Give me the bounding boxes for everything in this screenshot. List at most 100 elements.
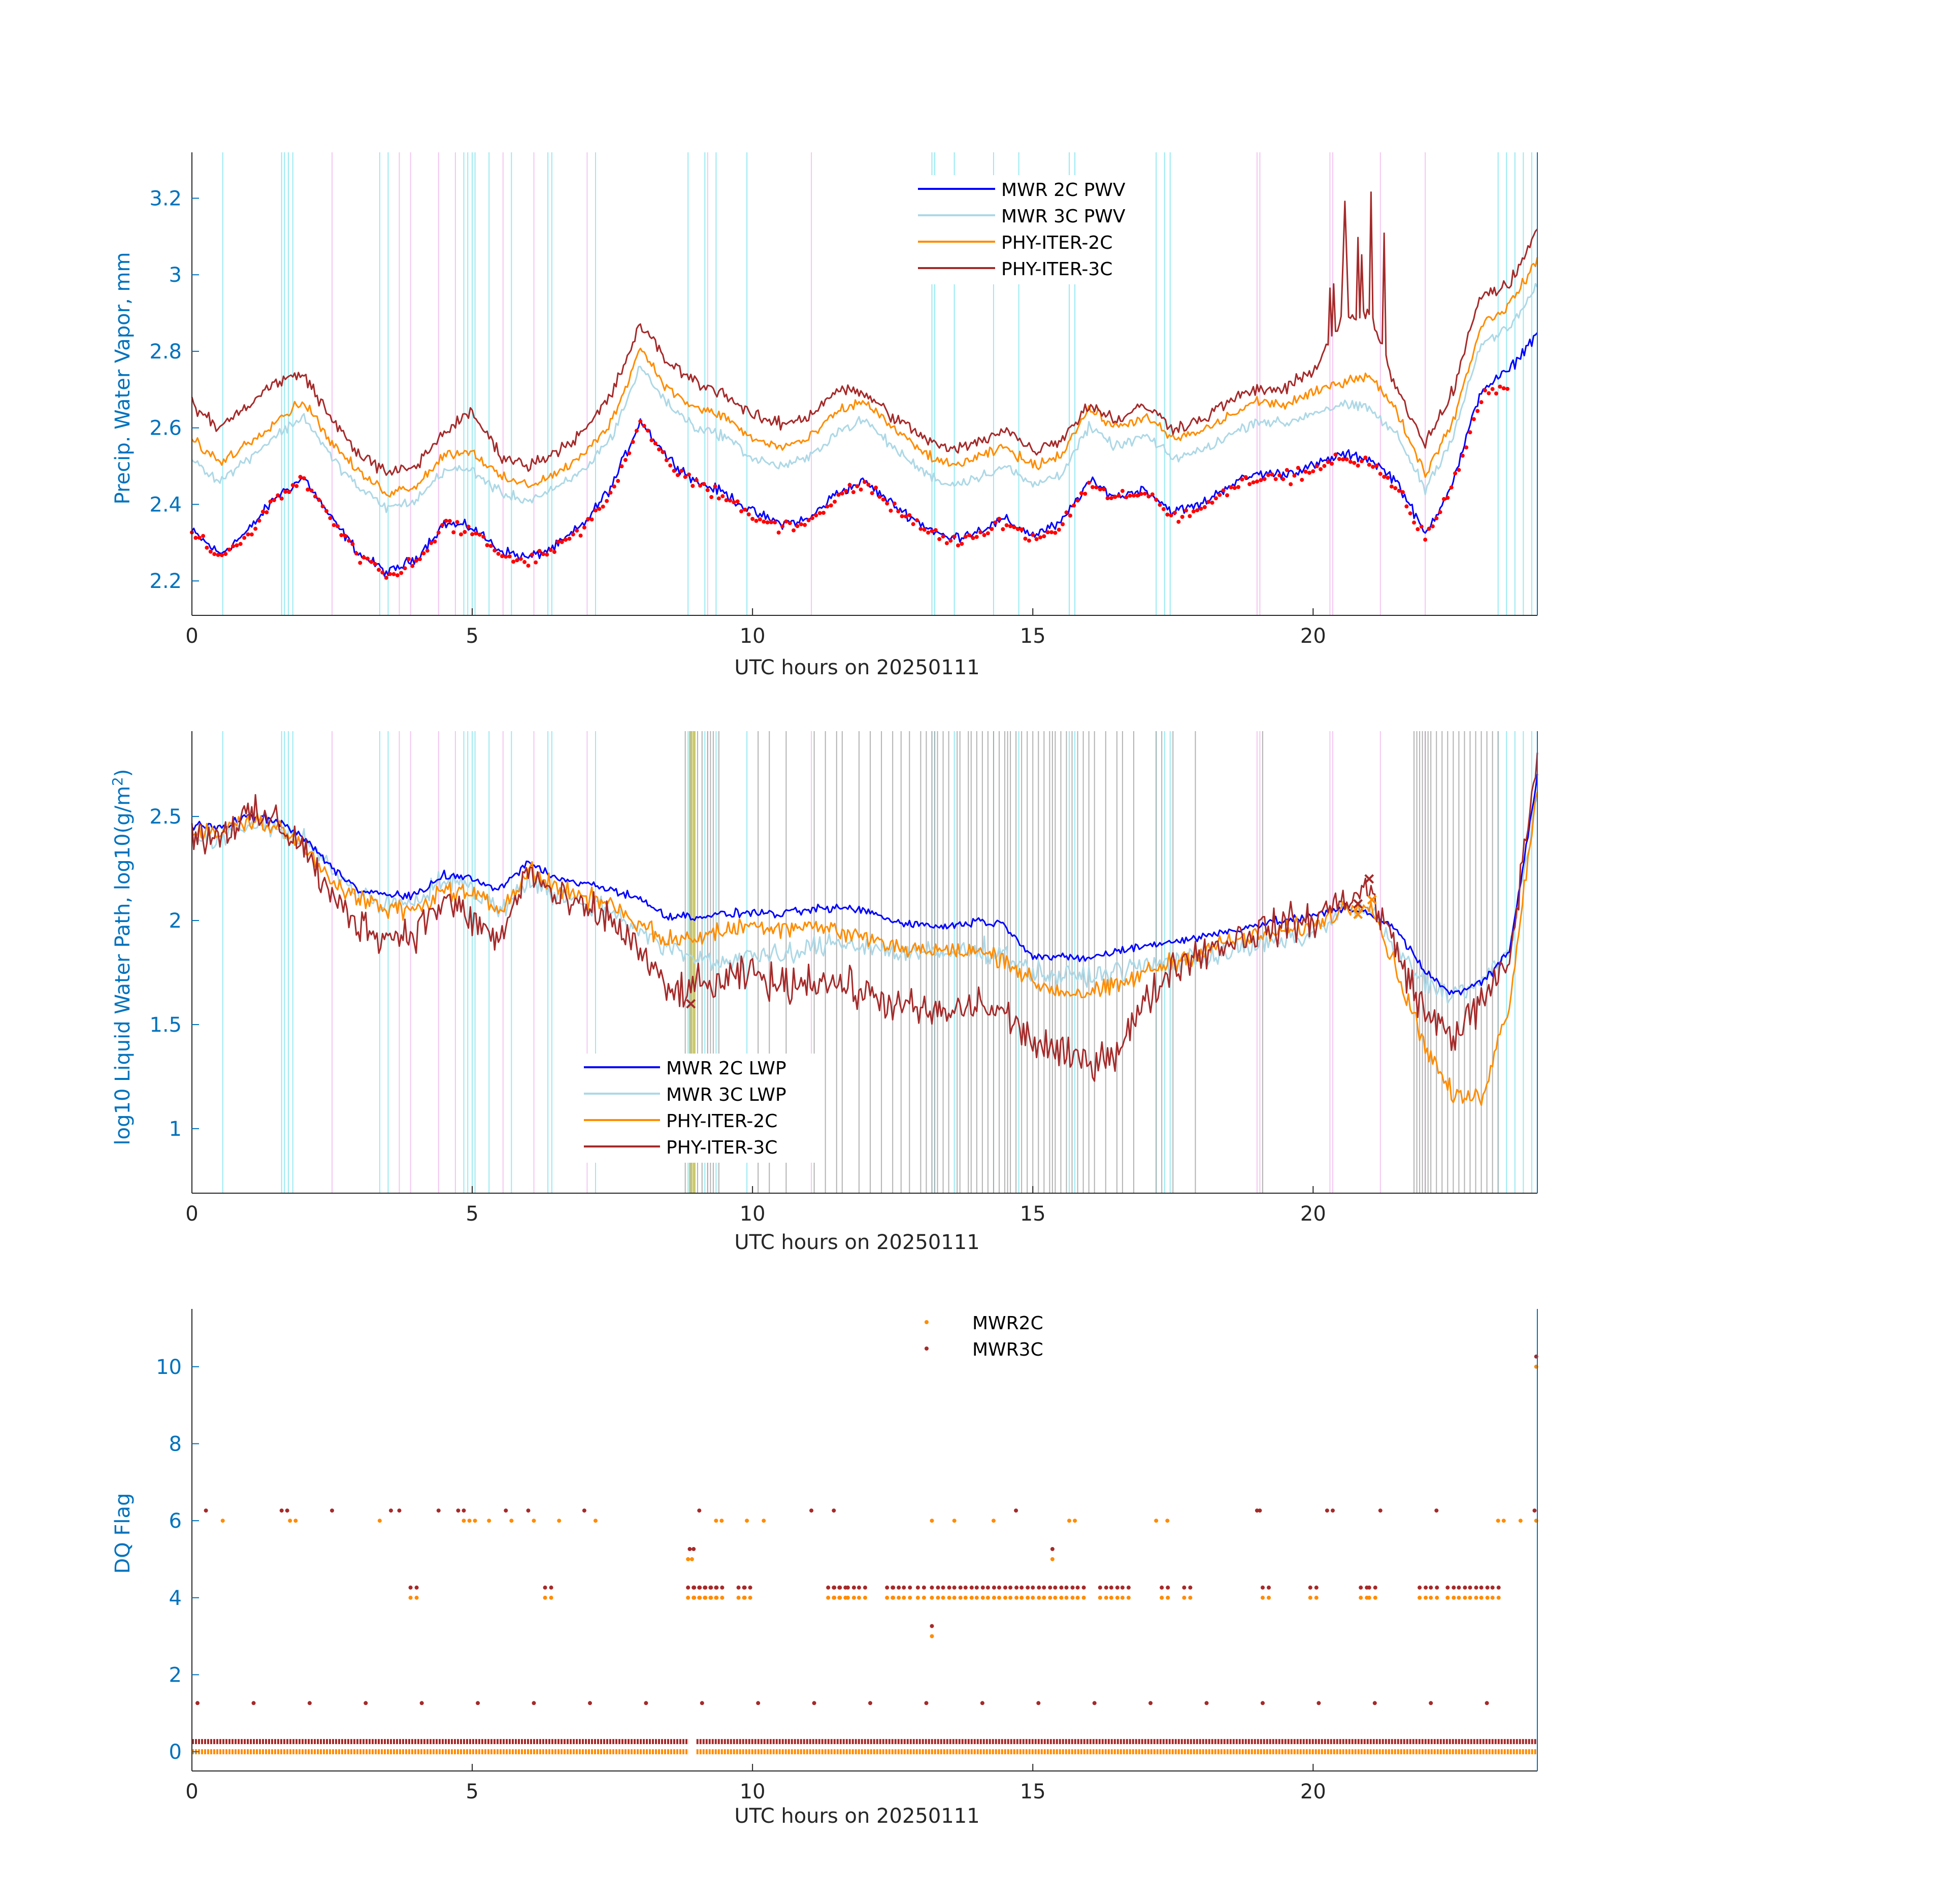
- dq-point-flag1: [644, 1701, 648, 1705]
- pwv-dot: [1487, 391, 1491, 396]
- pwv-dot: [1453, 471, 1458, 476]
- dq-point-flag4: [851, 1585, 856, 1590]
- pwv-dot: [754, 518, 759, 523]
- pwv-dot: [1124, 495, 1129, 500]
- dq-point-flag5: [686, 1557, 690, 1561]
- pwv-dot: [1442, 497, 1446, 501]
- pwv-dot: [459, 532, 463, 537]
- pwv-dot: [1356, 464, 1360, 468]
- pwv-dot: [829, 503, 833, 508]
- pwv-dot: [649, 438, 654, 443]
- dq-point-flag4: [1042, 1585, 1046, 1590]
- dq-point-flag6: [220, 1519, 225, 1523]
- dq-point-flag4: [908, 1595, 912, 1600]
- pwv-dot: [223, 552, 228, 556]
- pwv-dot: [1079, 491, 1083, 496]
- dq-point-flag4: [1373, 1585, 1377, 1590]
- dq-point-flag6: [330, 1508, 334, 1513]
- pwv-dot: [1158, 503, 1162, 507]
- dq-point-flag6: [930, 1519, 934, 1523]
- pwv-legend-label-mwr3c: MWR 3C PWV: [1001, 206, 1126, 227]
- dq-point-flag1: [1429, 1701, 1433, 1705]
- pwv-dot: [1232, 486, 1237, 490]
- x-markers: [686, 874, 1377, 1009]
- pwv-dot: [597, 507, 602, 511]
- x-tick-label: 15: [1020, 1780, 1046, 1803]
- dq-point-flag4: [1059, 1585, 1064, 1590]
- dq-point-flag4: [908, 1585, 912, 1590]
- y-tick-label: 3.2: [149, 187, 182, 210]
- dq-point-flag4: [891, 1585, 895, 1590]
- dq-point-flag4: [1053, 1585, 1058, 1590]
- dq-point-flag6: [532, 1519, 536, 1523]
- pwv-dot: [410, 564, 415, 568]
- dq-point-flag1: [1261, 1701, 1265, 1705]
- pwv-dot: [1027, 538, 1031, 543]
- dq-point-flag4: [980, 1585, 985, 1590]
- dq-point-flag4: [1059, 1595, 1064, 1600]
- pwv-dot: [1120, 488, 1125, 493]
- pwv-dot: [1427, 527, 1431, 531]
- pwv-dot: [631, 440, 635, 444]
- pwv-dot: [552, 550, 556, 554]
- y-tick-label: 2.5: [149, 805, 182, 829]
- x-tick-label: 0: [185, 1780, 198, 1803]
- dq-point-flag6: [714, 1519, 718, 1523]
- pwv-dot: [833, 500, 837, 504]
- lwp-xlabel: UTC hours on 20250111: [734, 1231, 979, 1254]
- dq-point-flag6: [504, 1508, 508, 1513]
- dq-point-flag4: [947, 1585, 951, 1590]
- dq-point-flag1: [756, 1701, 761, 1705]
- dq-point-flag4: [915, 1585, 920, 1590]
- dq-point-flag4: [1075, 1585, 1080, 1590]
- dq-point-flag4: [1008, 1595, 1013, 1600]
- dq-point-flag6: [1067, 1519, 1071, 1523]
- pwv-dot: [668, 463, 673, 468]
- pwv-dot: [253, 527, 258, 531]
- pwv-dot: [810, 516, 814, 520]
- pwv-dot: [298, 475, 303, 479]
- y-tick-label: 4: [169, 1587, 182, 1610]
- dq-point-flag6: [582, 1508, 586, 1513]
- pwv-dot: [646, 429, 650, 433]
- dq-point-flag4: [915, 1595, 920, 1600]
- pwv-dot: [1210, 501, 1214, 505]
- pwv-dot: [1132, 494, 1136, 498]
- dq-point-flag6: [1165, 1519, 1170, 1523]
- dq-point-flag4: [958, 1595, 963, 1600]
- dq-point-flag1: [1204, 1701, 1209, 1705]
- pwv-dot: [1102, 487, 1106, 491]
- lwp-legend: MWR 2C LWP MWR 3C LWP PHY-ITER-2C PHY-IT…: [576, 1054, 815, 1163]
- pwv-dot: [746, 512, 751, 517]
- dq-point-flag4: [941, 1585, 945, 1590]
- dq-point-flag4: [1019, 1595, 1024, 1600]
- qc-bands: [222, 152, 1532, 615]
- series-line: [191, 752, 1538, 1082]
- pwv-dot: [485, 543, 489, 547]
- dq-point-flag6: [436, 1508, 441, 1513]
- pwv-dot: [930, 529, 934, 533]
- dq-point-flag4: [1314, 1595, 1319, 1600]
- pwv-dot: [571, 532, 575, 537]
- pwv-dot: [1243, 475, 1248, 479]
- x-tick-label: 5: [466, 625, 478, 648]
- dq-point-flag1: [868, 1701, 872, 1705]
- dq-point-flag6: [389, 1508, 393, 1513]
- pwv-dot: [1449, 485, 1454, 490]
- dq-point-flag4: [543, 1595, 547, 1600]
- pwv-dot: [836, 493, 841, 497]
- pwv-dot: [391, 572, 396, 576]
- pwv-dot: [683, 475, 687, 479]
- pwv-dot: [874, 485, 878, 490]
- pwv-dot: [377, 568, 381, 572]
- dq-point-flag6: [1014, 1508, 1018, 1513]
- pwv-dot: [317, 498, 321, 502]
- dq-point-flag6: [473, 1519, 477, 1523]
- pwv-dot: [784, 519, 788, 524]
- pwv-dot: [212, 552, 217, 556]
- dq-point-flag4: [408, 1585, 413, 1590]
- pwv-dot: [425, 548, 430, 553]
- dq-point-flag4: [930, 1585, 934, 1590]
- pwv-dot: [336, 524, 340, 529]
- pwv-dot: [463, 530, 467, 534]
